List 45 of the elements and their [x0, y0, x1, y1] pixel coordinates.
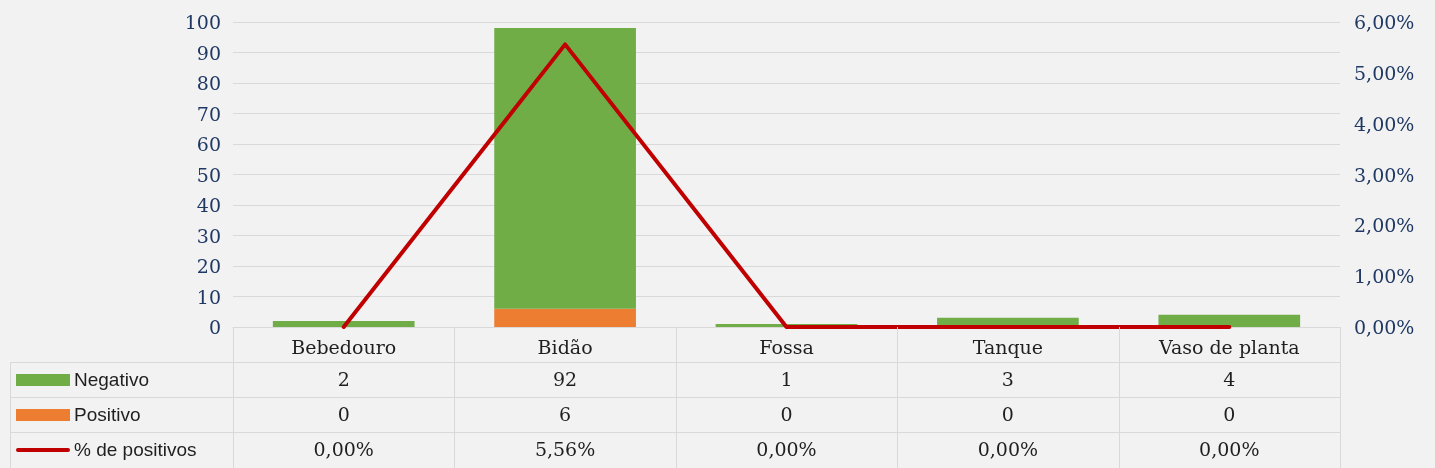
x-tick-label: Bebedouro — [291, 335, 397, 358]
data-label: 0 — [336, 402, 351, 427]
y-tick-label: 20 — [196, 255, 221, 277]
y-tick-label: 10 — [196, 285, 221, 308]
data-label: 2 — [336, 367, 351, 392]
data-label: 0,00% — [976, 437, 1040, 462]
bar — [272, 320, 415, 327]
y2-tick-label: 5,00% — [1354, 61, 1415, 84]
y2-tick-label: 0,00% — [1354, 316, 1415, 338]
x-tick-label: Bidão — [537, 335, 593, 358]
data-label: 0,00% — [755, 437, 818, 462]
y-tick-label: 70 — [196, 102, 221, 125]
data-label: 0,00% — [312, 437, 375, 462]
legend-label: Positivo — [74, 403, 141, 427]
y-tick-label: 100 — [184, 11, 221, 33]
y-tick-label: 50 — [196, 163, 221, 186]
y2-tick-label: 1,00% — [1354, 265, 1415, 288]
data-label: 5,56% — [533, 437, 597, 462]
x-tick-label: Vaso de planta — [1157, 335, 1300, 358]
data-label: 0 — [1000, 402, 1015, 427]
data-label: 6 — [558, 402, 573, 427]
data-label: 92 — [552, 367, 579, 392]
legend-label: Negativo — [74, 368, 149, 392]
y2-tick-label: 4,00% — [1354, 112, 1415, 135]
x-tick-label: Fossa — [759, 335, 814, 358]
bar — [494, 308, 636, 327]
data-label: 0 — [779, 402, 794, 427]
bar — [1158, 314, 1301, 327]
legend-label: % de positivos — [74, 438, 197, 462]
data-label: 3 — [1000, 367, 1015, 392]
y-tick-label: 90 — [196, 41, 221, 64]
y-tick-label: 60 — [196, 133, 221, 155]
data-label: 0,00% — [1198, 437, 1261, 462]
x-tick-label: Tanque — [972, 335, 1044, 358]
data-label: 1 — [779, 367, 794, 392]
y2-tick-label: 2,00% — [1354, 214, 1415, 237]
y-tick-label: 40 — [196, 194, 221, 216]
y2-tick-label: 3,00% — [1354, 163, 1415, 186]
y2-tick-label: 6,00% — [1354, 11, 1415, 33]
bar — [494, 28, 636, 309]
data-label: 4 — [1222, 367, 1237, 392]
y-tick-label: 30 — [196, 224, 221, 247]
y-tick-label: 0 — [208, 316, 221, 338]
y-tick-label: 80 — [196, 72, 221, 94]
data-label: 0 — [1222, 402, 1237, 427]
